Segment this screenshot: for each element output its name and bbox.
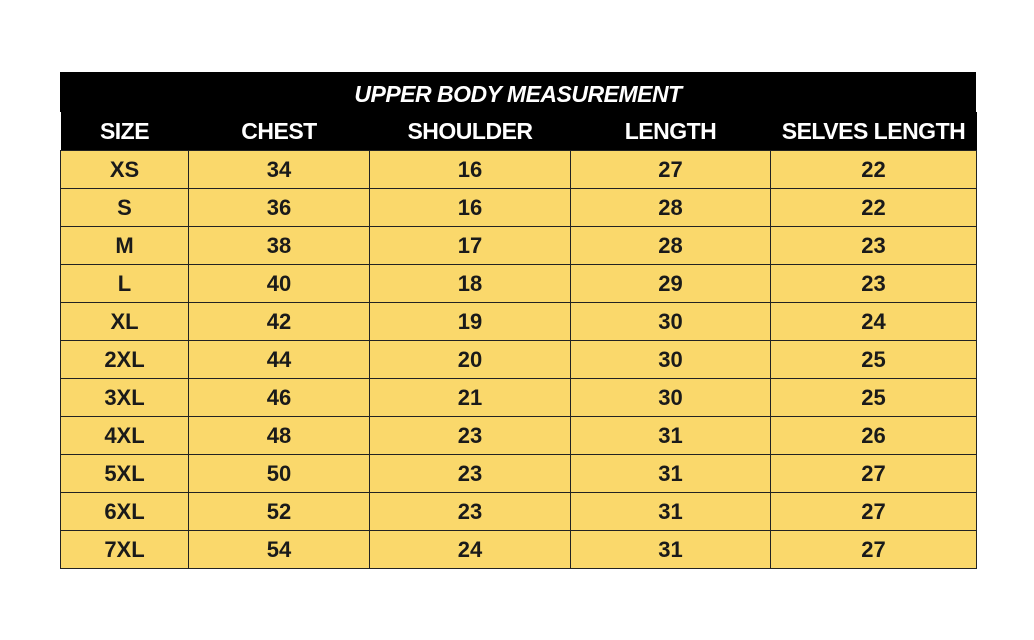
column-header-selves-length: SELVES LENGTH [770,112,977,151]
cell-chest: 54 [188,530,370,569]
cell-size: XL [60,302,189,341]
column-header-chest: CHEST [188,112,370,151]
cell-size: S [60,188,189,227]
cell-size: 5XL [60,454,189,493]
cell-length: 27 [570,150,771,189]
table-row: M 38 17 28 23 [60,226,977,265]
cell-size: XS [60,150,189,189]
header-row: SIZE CHEST SHOULDER LENGTH SELVES LENGTH [60,112,977,151]
table-row: S 36 16 28 22 [60,188,977,227]
cell-shoulder: 17 [369,226,571,265]
cell-selves-length: 22 [770,188,977,227]
cell-selves-length: 25 [770,378,977,417]
cell-selves-length: 22 [770,150,977,189]
cell-size: 4XL [60,416,189,455]
cell-shoulder: 16 [369,188,571,227]
cell-length: 30 [570,378,771,417]
cell-chest: 36 [188,188,370,227]
cell-shoulder: 19 [369,302,571,341]
cell-shoulder: 23 [369,454,571,493]
column-header-shoulder: SHOULDER [369,112,571,151]
cell-size: M [60,226,189,265]
cell-selves-length: 24 [770,302,977,341]
cell-length: 28 [570,188,771,227]
cell-length: 31 [570,416,771,455]
cell-size: 6XL [60,492,189,531]
cell-chest: 48 [188,416,370,455]
cell-shoulder: 23 [369,492,571,531]
table-row: XL 42 19 30 24 [60,302,977,341]
table-row: 3XL 46 21 30 25 [60,378,977,417]
cell-selves-length: 26 [770,416,977,455]
cell-chest: 38 [188,226,370,265]
cell-size: 2XL [60,340,189,379]
cell-length: 30 [570,302,771,341]
cell-length: 30 [570,340,771,379]
cell-length: 31 [570,530,771,569]
cell-chest: 50 [188,454,370,493]
cell-size: L [60,264,189,303]
cell-chest: 34 [188,150,370,189]
size-chart: UPPER BODY MEASUREMENT SIZE CHEST SHOULDER… [60,72,977,569]
cell-length: 31 [570,454,771,493]
table-row: 6XL 52 23 31 27 [60,492,977,531]
cell-shoulder: 18 [369,264,571,303]
cell-selves-length: 27 [770,530,977,569]
cell-selves-length: 27 [770,492,977,531]
cell-chest: 46 [188,378,370,417]
cell-length: 29 [570,264,771,303]
cell-chest: 44 [188,340,370,379]
table-body: XS 34 16 27 22 S 36 16 28 22 M 38 17 28 23 L 40 18 29 23 XL 4… [60,150,977,569]
cell-chest: 52 [188,492,370,531]
cell-size: 3XL [60,378,189,417]
column-header-length: LENGTH [570,112,771,151]
cell-selves-length: 23 [770,264,977,303]
cell-selves-length: 25 [770,340,977,379]
cell-shoulder: 16 [369,150,571,189]
table-row: 7XL 54 24 31 27 [60,530,977,569]
cell-shoulder: 20 [369,340,571,379]
measurement-table: SIZE CHEST SHOULDER LENGTH SELVES LENGTH XS 3… [60,112,977,569]
cell-size: 7XL [60,530,189,569]
cell-chest: 42 [188,302,370,341]
table-row: 5XL 50 23 31 27 [60,454,977,493]
cell-length: 31 [570,492,771,531]
cell-selves-length: 23 [770,226,977,265]
cell-chest: 40 [188,264,370,303]
cell-shoulder: 21 [369,378,571,417]
table-row: 4XL 48 23 31 26 [60,416,977,455]
cell-length: 28 [570,226,771,265]
table-title: UPPER BODY MEASUREMENT [60,72,976,112]
cell-selves-length: 27 [770,454,977,493]
cell-shoulder: 23 [369,416,571,455]
column-header-size: SIZE [60,112,189,151]
table-row: XS 34 16 27 22 [60,150,977,189]
cell-shoulder: 24 [369,530,571,569]
table-row: L 40 18 29 23 [60,264,977,303]
table-row: 2XL 44 20 30 25 [60,340,977,379]
